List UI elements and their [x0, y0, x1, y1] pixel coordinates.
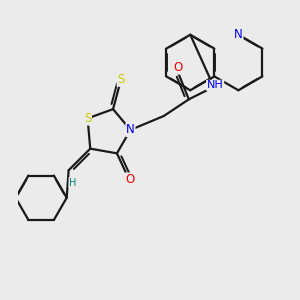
Text: O: O [125, 173, 134, 186]
Text: S: S [117, 73, 125, 86]
Text: N: N [126, 123, 135, 136]
Text: O: O [173, 61, 182, 74]
Text: S: S [84, 112, 91, 125]
Text: N: N [234, 28, 243, 41]
Text: H: H [69, 178, 76, 188]
Text: NH: NH [207, 80, 224, 90]
